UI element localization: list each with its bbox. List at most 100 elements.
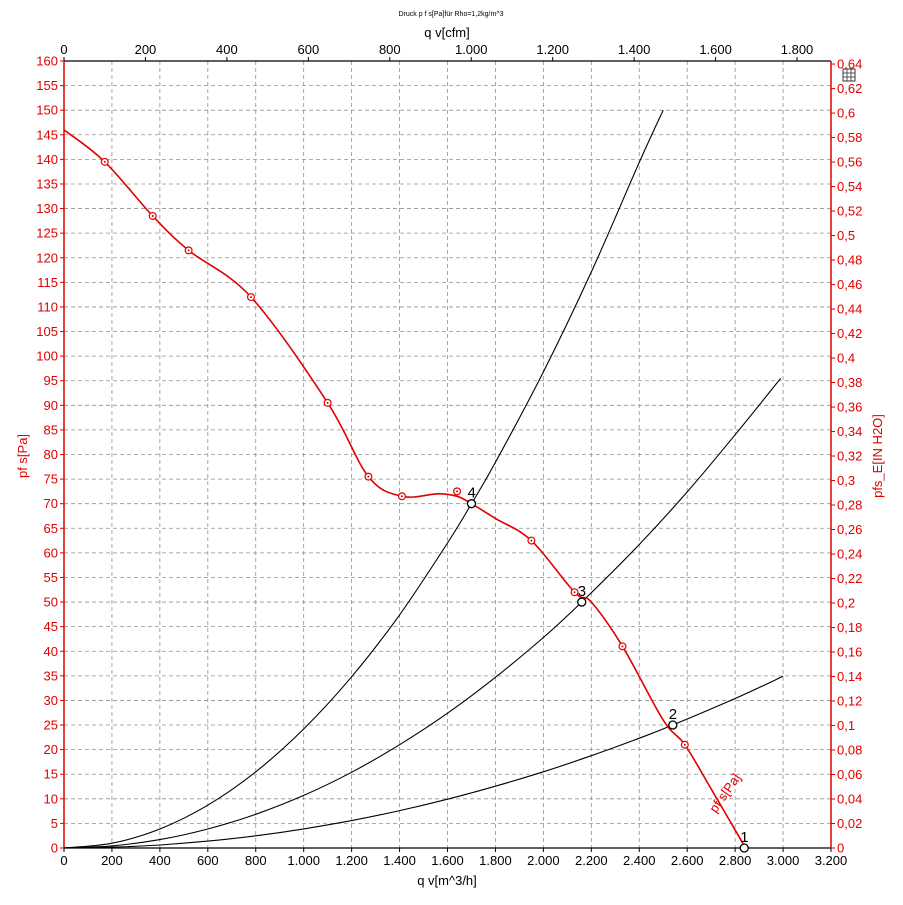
y-right-tick-label: 0,64 — [837, 57, 862, 72]
y-right-tick-label: 0,04 — [837, 792, 862, 807]
y-left-tick-label: 90 — [44, 398, 58, 413]
operating-point-4 — [466, 499, 477, 509]
x-top-tick-label: 1.000 — [455, 42, 488, 57]
x-bottom-tick-label: 1.200 — [335, 853, 368, 868]
y-left-tick-label: 55 — [44, 570, 58, 585]
x-bottom-tick-label: 3.000 — [767, 853, 800, 868]
y-left-tick-label: 125 — [36, 226, 58, 241]
operating-points: 1 2 3 4 — [466, 485, 749, 853]
x-top-tick-label: 400 — [216, 42, 238, 57]
y-left-tick-label: 25 — [44, 718, 58, 733]
y-right-tick-label: 0,32 — [837, 449, 862, 464]
y-right-tick-label: 0,28 — [837, 498, 862, 513]
axis-ticks: 0 200 400 600 800 1.000 1.200 1.400 1.600 1.800 2.… — [36, 42, 862, 868]
operating-point-2 — [668, 720, 678, 730]
y-left-tick-label: 95 — [44, 373, 58, 388]
y-left-tick-label: 85 — [44, 422, 58, 437]
x-bottom-tick-label: 400 — [149, 853, 171, 868]
y-left-tick-label: 60 — [44, 545, 58, 560]
x-top-tick-label: 800 — [379, 42, 401, 57]
table-icon[interactable] — [842, 68, 856, 82]
x-top-tick-label: 1.200 — [536, 42, 569, 57]
fan-curve: pf s[Pa] — [63, 129, 746, 849]
y-left-tick-label: 45 — [44, 619, 58, 634]
x-bottom-tick-label: 2.200 — [575, 853, 608, 868]
fan-curve-marker-dot — [249, 296, 252, 299]
y-left-tick-label: 80 — [44, 447, 58, 462]
y-left-tick-label: 110 — [37, 299, 58, 314]
y-left-tick-label: 135 — [36, 176, 58, 191]
y-right-tick-label: 0,26 — [837, 522, 862, 537]
x-bottom-tick-label: 1.800 — [479, 853, 512, 868]
x-bottom-tick-label: 2.600 — [671, 853, 704, 868]
fan-curve-marker-dot — [456, 490, 459, 493]
y-left-tick-label: 150 — [36, 103, 58, 118]
y-right-tick-label: 0,42 — [837, 326, 862, 341]
operating-point-1 — [739, 843, 749, 853]
y-right-tick-label: 0,06 — [837, 767, 862, 782]
x-bottom-tick-label: 800 — [245, 853, 267, 868]
y-right-tick-label: 0,52 — [837, 204, 862, 219]
fan-curve-marker-dot — [103, 160, 106, 163]
operating-point-3 — [577, 597, 587, 607]
x-bottom-tick-label: 1.400 — [383, 853, 416, 868]
fan-curve-marker-dot — [530, 539, 533, 542]
x-bottom-tick-label: 2.800 — [719, 853, 752, 868]
y-left-tick-label: 130 — [36, 201, 58, 216]
fan-curve-line — [63, 129, 746, 849]
y-left-tick-label: 5 — [51, 816, 58, 831]
y-right-tick-label: 0 — [837, 841, 844, 856]
x-top-tick-label: 1.800 — [781, 42, 814, 57]
fan-curve-marker-dot — [683, 743, 686, 746]
y-left-tick-label: 100 — [36, 349, 58, 364]
y-left-tick-label: 160 — [36, 54, 58, 69]
x-bottom-tick-label: 1.000 — [287, 853, 320, 868]
fan-curve-marker-dot — [621, 645, 624, 648]
y-left-tick-label: 20 — [44, 742, 58, 757]
x-bottom-tick-label: 200 — [101, 853, 123, 868]
y-right-tick-label: 0,16 — [837, 645, 862, 660]
y-right-tick-label: 0,22 — [837, 571, 862, 586]
grid — [63, 60, 832, 849]
y-right-axis-title: pfs_E[IN H2O] — [870, 414, 885, 498]
y-right-tick-label: 0,34 — [837, 424, 862, 439]
y-left-tick-label: 40 — [44, 644, 58, 659]
y-left-tick-label: 15 — [44, 767, 58, 782]
y-left-tick-label: 155 — [36, 78, 58, 93]
fan-curve-marker-dot — [367, 475, 370, 478]
system-curve-2 — [63, 675, 784, 849]
system-curve-4 — [63, 109, 664, 849]
y-left-tick-label: 30 — [44, 693, 58, 708]
y-right-tick-label: 0,2 — [837, 596, 855, 611]
x-bottom-axis-title: q v[m^3/h] — [417, 873, 477, 888]
operating-point-label-2: 2 — [669, 706, 677, 723]
system-curve-3 — [63, 377, 782, 849]
y-right-tick-label: 0,18 — [837, 620, 862, 635]
y-right-tick-label: 0,48 — [837, 253, 862, 268]
y-left-tick-label: 145 — [36, 127, 58, 142]
operating-point-label-1: 1 — [740, 829, 748, 846]
x-top-axis-title: q v[cfm] — [424, 25, 470, 40]
y-right-tick-label: 0,08 — [837, 743, 862, 758]
y-left-tick-label: 105 — [36, 324, 58, 339]
x-bottom-tick-label: 0 — [60, 853, 67, 868]
fan-curve-marker-dot — [187, 249, 190, 252]
y-left-tick-label: 10 — [44, 791, 58, 806]
y-right-tick-label: 0,12 — [837, 694, 862, 709]
y-right-tick-label: 0,44 — [837, 302, 862, 317]
operating-point-label-3: 3 — [578, 583, 586, 600]
y-right-tick-label: 0,02 — [837, 816, 862, 831]
y-right-tick-label: 0,5 — [837, 228, 855, 243]
y-right-tick-label: 0,1 — [837, 718, 855, 733]
fan-curve-marker-dot — [400, 495, 403, 498]
x-top-tick-label: 1.600 — [699, 42, 732, 57]
y-left-tick-label: 70 — [44, 496, 58, 511]
y-left-tick-label: 0 — [51, 841, 58, 856]
fan-curve-label: pf s[Pa] — [706, 771, 744, 816]
y-left-tick-label: 50 — [44, 595, 58, 610]
fan-curve-marker-dot — [573, 591, 576, 594]
y-right-tick-label: 0,6 — [837, 106, 855, 121]
x-top-tick-label: 600 — [297, 42, 319, 57]
x-bottom-tick-label: 2.000 — [527, 853, 560, 868]
y-left-axis-title: pf s[Pa] — [15, 434, 30, 478]
